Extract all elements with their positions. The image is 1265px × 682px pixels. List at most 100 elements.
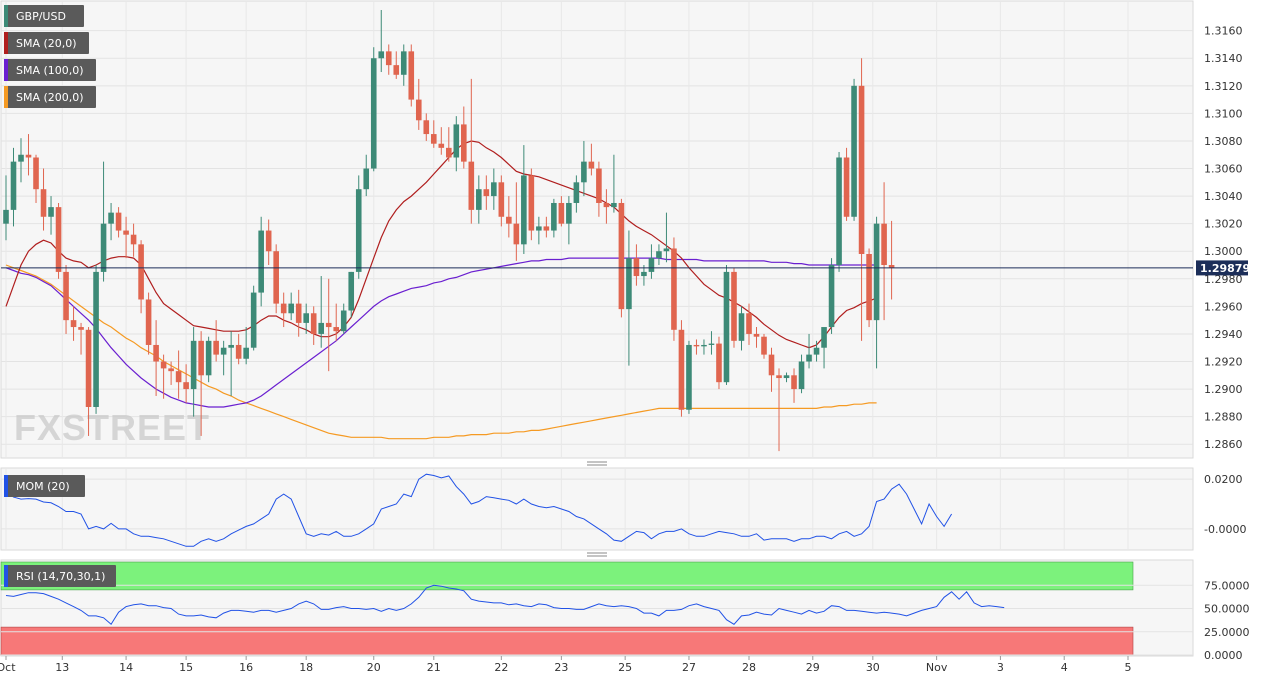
candle-body bbox=[701, 344, 707, 347]
candle-body bbox=[325, 322, 332, 328]
candle-body bbox=[183, 382, 189, 390]
x-tick-label: 14 bbox=[119, 661, 133, 674]
rsi-line-group bbox=[5, 584, 1005, 626]
candle-body bbox=[100, 223, 107, 272]
x-tick-label: 23 bbox=[554, 661, 568, 674]
legend-sma20[interactable]: SMA (20,0) bbox=[4, 32, 89, 54]
x-tick-label: 4 bbox=[1061, 661, 1068, 674]
candle-body bbox=[273, 251, 279, 304]
candle-body bbox=[596, 168, 602, 203]
candle-body bbox=[828, 265, 835, 328]
candle-body bbox=[423, 120, 430, 135]
legend-sma100-label: SMA (100,0) bbox=[16, 64, 84, 77]
candle-body bbox=[168, 368, 174, 372]
candle-body bbox=[400, 51, 407, 75]
momentum-panel[interactable]: 0.0200 -0.0000 MOM (20) bbox=[0, 467, 1246, 551]
candle-body bbox=[175, 371, 182, 383]
candle-body bbox=[708, 343, 715, 345]
legend-rsi[interactable]: RSI (14,70,30,1) bbox=[4, 565, 116, 587]
x-tick-label: 27 bbox=[682, 661, 696, 674]
candle-body bbox=[716, 343, 722, 383]
y-tick-label: 1.3060 bbox=[1204, 163, 1243, 176]
y-tick-label: 1.3040 bbox=[1204, 190, 1243, 203]
y-tick-label: 1.2980 bbox=[1204, 273, 1243, 286]
candle-body bbox=[521, 175, 527, 245]
y-tick-label: 1.3140 bbox=[1204, 52, 1243, 65]
momentum-y-axis: 0.0200 -0.0000 bbox=[1204, 473, 1246, 536]
candle-body bbox=[445, 147, 452, 158]
candle-body bbox=[858, 85, 865, 254]
candle-body bbox=[108, 212, 114, 224]
candle-body bbox=[160, 361, 167, 369]
y-tick-label: 1.3000 bbox=[1204, 245, 1243, 258]
legend-sma200-label: SMA (200,0) bbox=[16, 91, 84, 104]
candle-body bbox=[430, 134, 437, 144]
y-tick-label: 50.0000 bbox=[1204, 603, 1250, 616]
candle-body bbox=[3, 209, 9, 224]
rsi-grid bbox=[1, 584, 1193, 656]
panel-resize-handle-1[interactable] bbox=[587, 461, 607, 466]
candle-body bbox=[85, 329, 92, 407]
candle-body bbox=[355, 189, 362, 272]
candle-body bbox=[476, 189, 482, 210]
candle-body bbox=[678, 329, 685, 410]
candle-body bbox=[228, 344, 234, 348]
candle-body bbox=[603, 202, 610, 208]
candle-body bbox=[761, 336, 767, 355]
candle-body bbox=[48, 207, 54, 217]
legend-sma200[interactable]: SMA (200,0) bbox=[4, 86, 96, 108]
legend-rsi-label: RSI (14,70,30,1) bbox=[16, 570, 105, 583]
candle-body bbox=[243, 347, 249, 359]
watermark: FXSTREET bbox=[14, 407, 210, 448]
candle-body bbox=[656, 251, 662, 259]
candle-body bbox=[513, 223, 520, 245]
x-tick-label: 15 bbox=[179, 661, 193, 674]
legend-sma20-label: SMA (20,0) bbox=[16, 37, 77, 50]
x-tick-label: 16 bbox=[239, 661, 253, 674]
candle-body bbox=[618, 202, 625, 310]
candle-body bbox=[506, 216, 512, 224]
rsi-panel[interactable]: 75.0000 50.0000 25.0000 0.0000 RSI (14,70,3… bbox=[0, 559, 1250, 662]
x-tick-label: 25 bbox=[618, 661, 632, 674]
legend-momentum[interactable]: MOM (20) bbox=[4, 475, 85, 497]
panel-resize-handle-2[interactable] bbox=[587, 552, 607, 557]
candle-body bbox=[611, 202, 617, 208]
candle-body bbox=[641, 271, 647, 277]
candle-body bbox=[723, 271, 730, 383]
legend-gbpusd[interactable]: GBP/USD bbox=[4, 5, 84, 27]
candle-body bbox=[235, 344, 242, 359]
candle-body bbox=[573, 182, 580, 203]
y-tick-label: 0.0200 bbox=[1204, 473, 1243, 486]
candle-body bbox=[438, 143, 445, 148]
candle-body bbox=[348, 271, 355, 311]
candle-body bbox=[558, 202, 565, 224]
main-legend: GBP/USD SMA (20,0) SMA (100,0) SMA (200,… bbox=[4, 5, 96, 108]
candle-body bbox=[265, 230, 272, 252]
candle-body bbox=[385, 51, 392, 66]
sma100-line-group bbox=[5, 257, 877, 408]
candle-body bbox=[70, 320, 77, 328]
candle-body bbox=[581, 161, 587, 183]
candle-body bbox=[295, 303, 302, 323]
sma100-line bbox=[5, 257, 877, 408]
candle-body bbox=[536, 226, 542, 231]
x-tick-label: 21 bbox=[427, 661, 441, 674]
candle-body bbox=[498, 182, 505, 217]
rsi-line bbox=[5, 584, 1005, 626]
main-panel[interactable]: FXSTREET 1.28601.28801.29001.29201.29401… bbox=[0, 0, 1250, 459]
candle-body bbox=[130, 234, 137, 245]
candle-body bbox=[213, 340, 219, 355]
y-tick-label: 1.2940 bbox=[1204, 328, 1243, 341]
rsi-y-axis: 75.0000 50.0000 25.0000 0.0000 bbox=[1204, 579, 1250, 662]
candle-body bbox=[843, 157, 850, 217]
y-tick-label: 1.3020 bbox=[1204, 218, 1243, 231]
candle-body bbox=[566, 202, 572, 224]
candle-body bbox=[746, 313, 752, 334]
candle-body bbox=[250, 292, 257, 348]
y-tick-label: 1.2900 bbox=[1204, 383, 1243, 396]
legend-sma100[interactable]: SMA (100,0) bbox=[4, 59, 96, 81]
candle-body bbox=[55, 207, 62, 272]
candle-body bbox=[791, 375, 797, 390]
candle-body bbox=[25, 154, 32, 158]
